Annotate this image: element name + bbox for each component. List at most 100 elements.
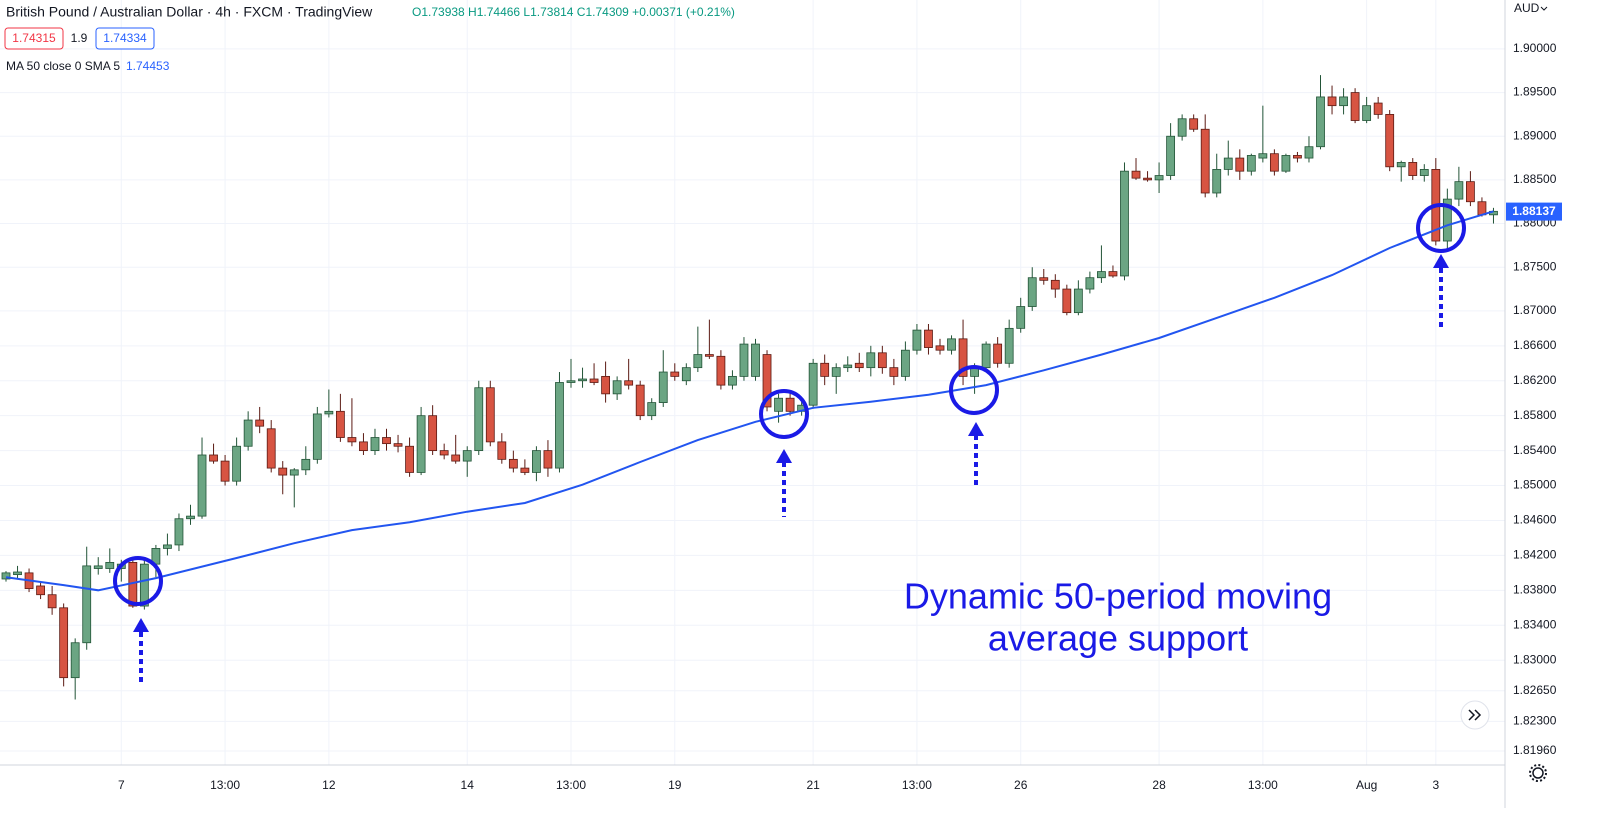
y-tick-label: 1.89000 [1513, 128, 1557, 142]
candle-body [13, 571, 22, 576]
candle-body [59, 607, 69, 679]
candle-body [900, 349, 910, 377]
y-tick-label: 1.88500 [1513, 172, 1557, 186]
candle-body [36, 585, 45, 596]
candle-body [462, 450, 472, 462]
candle-body [981, 343, 991, 369]
y-tick-label: 1.87000 [1513, 303, 1557, 317]
y-tick-label: 1.84600 [1513, 513, 1557, 527]
x-tick-label: 12 [322, 778, 336, 792]
y-tick-label: 1.84200 [1513, 548, 1557, 562]
candle-body [785, 397, 795, 412]
candle-body [1177, 118, 1187, 137]
candle-body [1281, 155, 1291, 172]
bid: 1.74315 [12, 31, 56, 45]
candle-body [1097, 271, 1106, 279]
last-price-box [1506, 202, 1562, 221]
plot [1, 75, 1498, 700]
candle-body [451, 454, 461, 462]
currency[interactable]: AUD [1514, 1, 1540, 15]
x-tick-label: Aug [1356, 778, 1377, 792]
candle-body [1373, 102, 1383, 115]
candle-body [1454, 181, 1464, 200]
candle-body [1027, 277, 1037, 307]
candle-body [762, 354, 772, 408]
spread: 1.9 [71, 31, 88, 45]
candle-body [474, 387, 484, 452]
candle-body [1304, 146, 1314, 159]
candle-body [601, 375, 610, 395]
last-price-label: 1.88137 [1512, 204, 1556, 218]
indicator-value: 1.74453 [126, 59, 170, 73]
candle-body [428, 415, 438, 452]
arrow-heads [133, 254, 1449, 632]
candle-body [843, 364, 853, 369]
candle-body [186, 515, 195, 520]
y-tick-label: 1.83800 [1513, 583, 1557, 597]
ask-box[interactable] [95, 27, 155, 50]
candle-body [1004, 327, 1014, 364]
y-tick-label: 1.86200 [1513, 373, 1557, 387]
candle-body [405, 445, 414, 473]
candle-body [728, 375, 737, 386]
candle-body [635, 384, 645, 417]
candle-body [555, 382, 564, 469]
candle-body [1154, 175, 1164, 181]
highlight-circle [949, 365, 999, 415]
y-tick-label: 1.82300 [1513, 714, 1557, 728]
candle-body [866, 352, 876, 369]
candle-body [1016, 306, 1026, 329]
candle-body [924, 329, 933, 348]
candle-body [958, 338, 968, 377]
y-tick-label: 1.85400 [1513, 443, 1557, 457]
candle-body [243, 419, 253, 447]
candle-body [1258, 153, 1268, 159]
candle-body [220, 460, 230, 482]
candle-body [382, 437, 391, 445]
candle-body [1166, 135, 1176, 176]
candle-body [1212, 169, 1222, 194]
candle-body [889, 367, 899, 377]
candle-body [278, 467, 288, 476]
candle-body [1442, 198, 1452, 242]
candle-body [1246, 155, 1256, 172]
y-tick-label: 1.89500 [1513, 85, 1557, 99]
candle-body [163, 544, 172, 549]
candle-body [266, 428, 276, 469]
candle-body [854, 362, 864, 369]
candle-body [289, 469, 299, 476]
candle-body [301, 458, 311, 471]
candle-body [439, 450, 449, 456]
candle-body [774, 397, 783, 412]
candle-body [335, 410, 345, 438]
highlights [113, 203, 1466, 685]
candle-body [1385, 114, 1395, 168]
candle-body [232, 445, 242, 482]
x-tick-label: 21 [806, 778, 820, 792]
x-tick-label: 7 [118, 778, 125, 792]
x-tick-label: 3 [1432, 778, 1439, 792]
y-tick-label: 1.87500 [1513, 259, 1557, 273]
x-tick-label: 13:00 [1248, 778, 1278, 792]
candle-body [877, 352, 887, 369]
candle-body [647, 402, 657, 417]
candle-body [1050, 279, 1060, 290]
settings-icon[interactable] [1532, 767, 1544, 779]
candle-body [532, 450, 541, 473]
candle-body [1316, 96, 1325, 148]
arrow-head [1433, 254, 1449, 268]
candle-body [359, 441, 368, 452]
candle-body [808, 362, 818, 406]
candle-body [255, 419, 265, 427]
bid-box[interactable] [4, 27, 64, 50]
candle-body [324, 410, 334, 415]
candle-body [1120, 170, 1129, 277]
candle-body [1408, 162, 1418, 176]
candle-body [1143, 177, 1152, 181]
x-tick-label: 19 [668, 778, 682, 792]
candle-body [82, 565, 92, 644]
candle-body [508, 458, 518, 469]
highlight-circle [759, 389, 809, 439]
candle-body [1269, 153, 1279, 172]
